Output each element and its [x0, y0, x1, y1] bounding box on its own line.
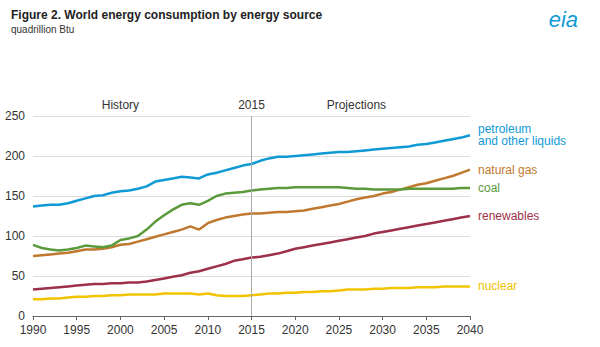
- svg-text:150: 150: [5, 189, 25, 203]
- svg-text:2020: 2020: [282, 323, 309, 337]
- svg-text:2035: 2035: [413, 323, 440, 337]
- svg-text:natural gas: natural gas: [478, 163, 537, 177]
- svg-text:1990: 1990: [20, 323, 47, 337]
- svg-text:History: History: [102, 98, 139, 112]
- svg-text:200: 200: [5, 149, 25, 163]
- svg-text:quadrillion Btu: quadrillion Btu: [11, 24, 74, 35]
- svg-text:petroleum: petroleum: [478, 122, 532, 137]
- svg-text:0: 0: [18, 309, 25, 323]
- svg-text:2030: 2030: [369, 323, 396, 337]
- svg-text:Figure 2. World energy consump: Figure 2. World energy consumption by en…: [11, 8, 323, 22]
- svg-text:2005: 2005: [151, 323, 178, 337]
- svg-text:250: 250: [5, 109, 25, 123]
- svg-text:coal: coal: [478, 181, 500, 195]
- svg-text:100: 100: [5, 229, 25, 243]
- svg-text:Projections: Projections: [327, 98, 386, 112]
- svg-text:2025: 2025: [326, 323, 353, 337]
- svg-text:and other liquids: and other liquids: [478, 134, 566, 148]
- svg-text:50: 50: [12, 269, 26, 283]
- svg-text:2040: 2040: [457, 323, 484, 337]
- svg-text:eia: eia: [549, 7, 578, 32]
- svg-text:2010: 2010: [194, 323, 221, 337]
- svg-text:1995: 1995: [63, 323, 90, 337]
- svg-text:renewables: renewables: [478, 209, 539, 223]
- svg-text:2015: 2015: [238, 98, 265, 112]
- svg-text:2015: 2015: [238, 323, 265, 337]
- svg-text:2000: 2000: [107, 323, 134, 337]
- svg-text:nuclear: nuclear: [478, 279, 517, 293]
